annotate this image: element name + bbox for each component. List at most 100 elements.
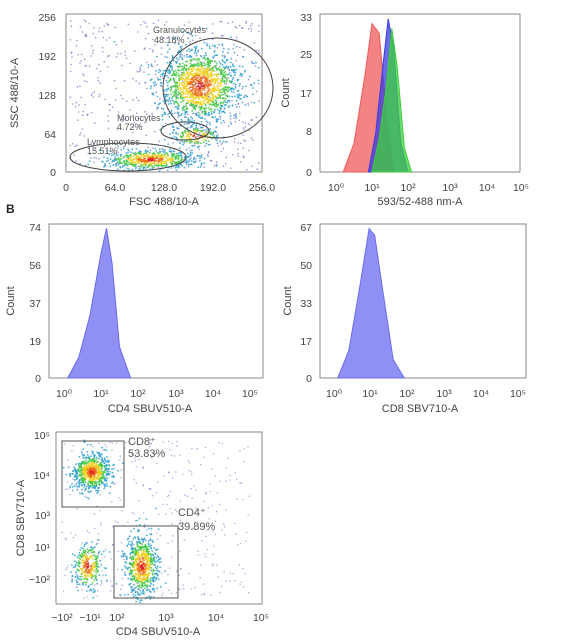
event-dot <box>233 82 235 85</box>
event-dot <box>82 481 84 484</box>
event-dot <box>62 466 65 469</box>
event-dot <box>185 104 188 107</box>
event-dot <box>242 134 244 137</box>
event-dot <box>178 114 181 117</box>
event-dot <box>140 592 143 594</box>
event-dot <box>208 114 210 117</box>
event-dot <box>152 161 154 164</box>
event-dot <box>181 67 184 70</box>
event-dot <box>199 69 202 71</box>
event-dot <box>181 164 183 167</box>
event-dot <box>147 158 149 161</box>
event-dot <box>131 588 134 591</box>
event-dot <box>208 121 211 124</box>
event-dot <box>80 483 83 486</box>
event-dot <box>83 552 86 555</box>
event-dot <box>190 104 193 107</box>
event-dot <box>140 165 143 168</box>
event-dot <box>191 152 194 155</box>
event-dot <box>132 538 135 540</box>
event-dot <box>88 491 91 494</box>
event-dot <box>61 531 63 534</box>
event-dot <box>167 72 170 74</box>
event-dot <box>171 112 174 115</box>
event-dot <box>201 110 204 113</box>
x-tick-label: 10⁰ <box>326 388 343 400</box>
event-dot <box>143 593 145 595</box>
event-dot <box>173 93 176 96</box>
event-dot <box>182 584 184 586</box>
event-dot <box>238 24 241 27</box>
event-dot <box>225 580 227 582</box>
event-dot <box>193 98 196 101</box>
event-dot <box>150 546 153 549</box>
plot-fluorescence-histogram: 33 25 17 8 0 10⁰ 10¹ 10² 10³ 10⁴ 10⁵ 593… <box>280 12 529 208</box>
event-dot <box>257 50 260 52</box>
event-dot <box>103 457 106 460</box>
event-dot <box>91 573 94 576</box>
event-dot <box>84 495 86 498</box>
event-dot <box>79 25 82 28</box>
event-dot <box>214 88 217 91</box>
event-dot <box>88 552 90 554</box>
event-dot <box>92 569 95 572</box>
event-dot <box>177 116 179 118</box>
event-dot <box>149 439 152 442</box>
event-dot <box>134 519 137 522</box>
event-dot <box>166 61 169 64</box>
event-dot <box>186 92 189 95</box>
event-dot <box>130 573 133 576</box>
event-dot <box>217 97 220 99</box>
event-dot <box>156 462 158 465</box>
event-dot <box>202 500 205 503</box>
event-dot <box>75 463 77 466</box>
event-dot <box>95 463 98 466</box>
event-dot <box>89 470 92 472</box>
y-tick-label: 0 <box>306 167 312 179</box>
event-dot <box>175 62 178 64</box>
event-dot <box>169 133 172 135</box>
event-dot <box>200 93 202 96</box>
event-dot <box>146 586 149 589</box>
event-dot <box>76 487 79 489</box>
event-dot <box>138 162 141 164</box>
event-dot <box>234 25 236 28</box>
event-dot <box>215 131 218 133</box>
event-dot <box>103 25 106 27</box>
event-dot <box>89 546 92 549</box>
event-dot <box>106 460 108 463</box>
event-dot <box>69 70 72 73</box>
event-dot <box>154 73 157 76</box>
event-dot <box>183 142 186 144</box>
event-dot <box>195 126 198 128</box>
y-tick-label: 10³ <box>35 510 51 522</box>
event-dot <box>217 87 219 90</box>
event-dot <box>87 163 90 166</box>
event-dot <box>138 524 141 526</box>
event-dot <box>92 486 95 489</box>
event-dot <box>186 127 189 129</box>
event-dot <box>187 132 190 135</box>
event-dot <box>76 86 79 88</box>
event-dot <box>178 574 180 577</box>
event-dot <box>86 548 89 550</box>
event-dot <box>198 75 200 77</box>
event-dot <box>91 92 94 95</box>
event-dot <box>150 442 152 445</box>
event-dot <box>141 552 143 555</box>
y-tick-label: 0 <box>306 373 312 385</box>
event-dot <box>225 467 228 470</box>
event-dot <box>213 69 216 72</box>
event-dot <box>157 71 160 74</box>
event-dot <box>162 441 165 444</box>
event-dot <box>171 163 173 166</box>
event-dot <box>253 82 256 85</box>
event-dot <box>137 588 139 590</box>
event-dot <box>188 55 191 58</box>
event-dot <box>235 106 238 108</box>
event-dot <box>72 566 75 568</box>
event-dot <box>243 94 246 96</box>
event-dot <box>229 65 232 68</box>
event-dot <box>167 542 169 544</box>
event-dot <box>80 450 83 453</box>
